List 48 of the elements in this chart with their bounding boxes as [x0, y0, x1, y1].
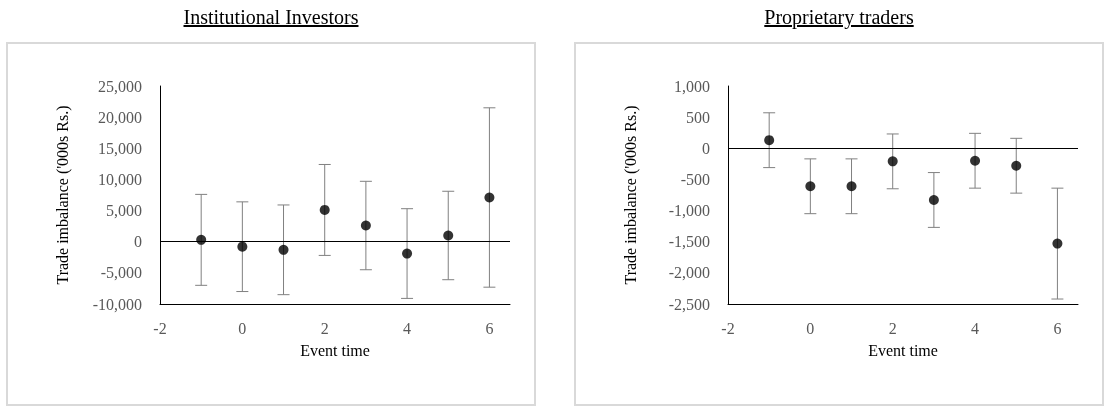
y-axis-title: Trade imbalance ('000s Rs.): [621, 105, 640, 285]
y-tick-label: -2,500: [668, 295, 710, 313]
y-tick-label: 25,000: [98, 77, 142, 95]
point: [237, 241, 248, 252]
point: [846, 181, 857, 192]
y-tick-label: 10,000: [98, 170, 142, 188]
point: [443, 230, 454, 241]
y-tick-label: 1,000: [674, 77, 710, 95]
y-tick-label: -1,500: [668, 233, 710, 251]
x-tick-label: 0: [238, 319, 247, 337]
point: [764, 135, 775, 146]
x-tick-label: 2: [320, 319, 329, 337]
y-tick-label: -2,000: [668, 264, 710, 282]
y-tick-label: -10,000: [92, 295, 142, 313]
point: [805, 181, 816, 192]
x-tick-label: 4: [403, 319, 412, 337]
x-axis-title: Event time: [300, 341, 370, 359]
y-tick-label: 0: [134, 233, 142, 251]
y-tick-label: -1,000: [668, 202, 710, 220]
y-tick-label: 5,000: [106, 202, 142, 220]
x-tick-label: 4: [971, 319, 980, 337]
x-tick-label: 6: [1053, 319, 1062, 337]
y-tick-label: 20,000: [98, 108, 142, 126]
y-axis-title: Trade imbalance ('000s Rs.): [53, 105, 72, 285]
chart-title: Proprietary traders: [763, 6, 915, 29]
point: [1052, 238, 1063, 249]
point: [484, 192, 495, 203]
point: [196, 234, 207, 245]
x-tick-label: -2: [721, 319, 735, 337]
point: [319, 204, 330, 215]
x-tick-label: 6: [485, 319, 494, 337]
point: [360, 220, 371, 231]
point: [928, 194, 939, 205]
y-tick-label: 0: [702, 139, 710, 157]
point: [278, 244, 289, 255]
x-axis-title: Event time: [868, 341, 938, 359]
point: [887, 156, 898, 167]
point: [970, 155, 981, 166]
y-tick-label: -500: [680, 170, 710, 188]
y-tick-label: 500: [686, 108, 710, 126]
x-tick-label: 0: [806, 319, 815, 337]
x-tick-label: -2: [153, 319, 167, 337]
point: [1011, 160, 1022, 171]
y-tick-label: 15,000: [98, 139, 142, 157]
y-tick-label: -5,000: [100, 264, 142, 282]
x-tick-label: 2: [888, 319, 897, 337]
chart-title: Institutional Investors: [182, 6, 360, 29]
point: [402, 248, 413, 259]
